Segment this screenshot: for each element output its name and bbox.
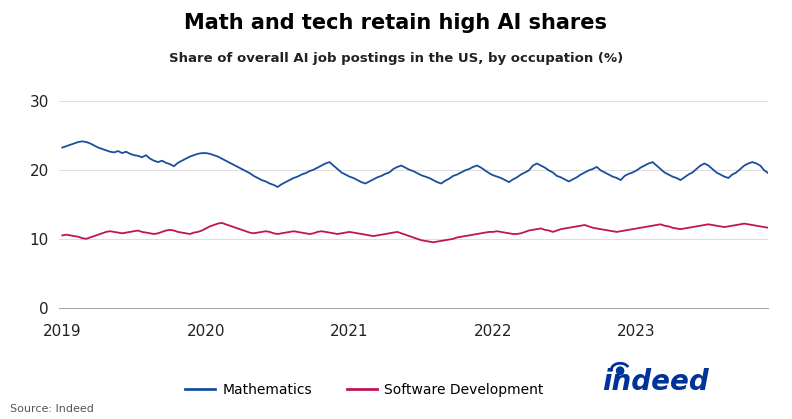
Text: Share of overall AI job postings in the US, by occupation (%): Share of overall AI job postings in the … — [169, 52, 623, 65]
Text: Source: Indeed: Source: Indeed — [10, 404, 93, 414]
Legend: Mathematics, Software Development: Mathematics, Software Development — [179, 377, 549, 402]
Text: indeed: indeed — [602, 368, 709, 396]
Text: Math and tech retain high AI shares: Math and tech retain high AI shares — [185, 13, 607, 33]
